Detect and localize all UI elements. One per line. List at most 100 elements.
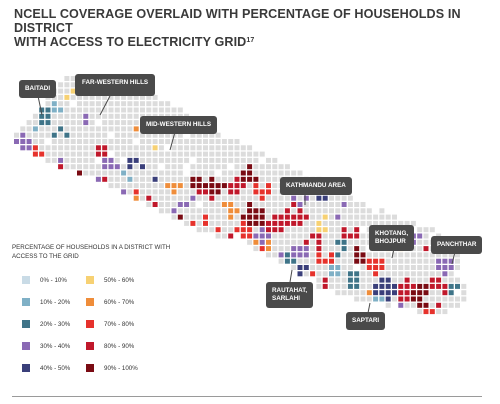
map-cell bbox=[165, 183, 171, 189]
map-cell bbox=[234, 145, 240, 151]
map-cell bbox=[291, 170, 297, 176]
map-cell bbox=[45, 151, 51, 157]
map-cell bbox=[303, 195, 309, 201]
map-cell bbox=[385, 258, 391, 264]
map-cell bbox=[354, 214, 360, 220]
map-cell bbox=[140, 151, 145, 157]
map-cell bbox=[51, 126, 57, 132]
map-cell bbox=[240, 157, 246, 163]
map-cell bbox=[272, 170, 278, 176]
map-cell bbox=[190, 202, 196, 207]
map-cell bbox=[247, 195, 253, 201]
map-cell bbox=[247, 227, 253, 233]
map-cell bbox=[45, 113, 51, 119]
map-cell bbox=[247, 202, 253, 207]
map-cell bbox=[133, 94, 139, 100]
map-cell bbox=[259, 195, 265, 201]
map-cell bbox=[410, 252, 416, 258]
map-cell bbox=[272, 189, 278, 195]
map-cell bbox=[240, 164, 246, 170]
map-cell bbox=[215, 151, 221, 157]
map-cell bbox=[303, 202, 309, 207]
map-cell bbox=[14, 139, 19, 144]
map-cell bbox=[341, 220, 347, 226]
map-cell bbox=[297, 195, 303, 201]
map-cell bbox=[234, 220, 240, 226]
map-cell bbox=[247, 183, 253, 189]
map-cell bbox=[184, 189, 190, 195]
map-cell bbox=[77, 120, 82, 126]
legend-item: 20% - 30% bbox=[22, 320, 70, 328]
map-cell bbox=[70, 132, 76, 138]
map-cell bbox=[392, 220, 397, 226]
map-cell bbox=[64, 76, 70, 81]
map-cell bbox=[89, 170, 95, 176]
map-cell bbox=[392, 258, 397, 264]
map-cell bbox=[70, 164, 76, 170]
map-cell bbox=[221, 164, 227, 170]
map-cell bbox=[196, 145, 202, 151]
map-cell bbox=[177, 183, 183, 189]
map-cell bbox=[146, 189, 152, 195]
map-cell bbox=[398, 220, 404, 226]
map-cell bbox=[284, 170, 290, 176]
map-cell bbox=[316, 227, 322, 233]
legend-label: 60% - 70% bbox=[104, 298, 135, 306]
map-cell bbox=[203, 227, 208, 233]
map-cell bbox=[423, 277, 429, 283]
map-cell bbox=[455, 296, 460, 302]
map-cell bbox=[316, 239, 322, 245]
map-cell bbox=[335, 252, 341, 258]
map-cell bbox=[32, 132, 38, 138]
map-cell bbox=[379, 208, 385, 214]
map-cell bbox=[297, 214, 303, 220]
legend-swatch bbox=[86, 276, 94, 284]
map-cell bbox=[429, 265, 435, 270]
map-cell bbox=[114, 132, 120, 138]
map-cell bbox=[335, 195, 341, 201]
map-cell bbox=[461, 283, 467, 289]
map-cell bbox=[291, 227, 297, 233]
map-cell bbox=[291, 265, 297, 270]
map-cell bbox=[203, 220, 208, 226]
map-cell bbox=[133, 189, 139, 195]
map-cell bbox=[423, 265, 429, 270]
map-cell bbox=[152, 145, 158, 151]
map-cell bbox=[404, 271, 410, 277]
map-cell bbox=[64, 88, 70, 94]
map-cell bbox=[316, 220, 322, 226]
map-cell bbox=[32, 120, 38, 126]
map-cell bbox=[58, 132, 64, 138]
map-cell bbox=[177, 170, 183, 176]
map-cell bbox=[322, 195, 328, 201]
map-cell bbox=[203, 202, 208, 207]
map-cell bbox=[253, 176, 259, 182]
map-cell bbox=[20, 145, 26, 151]
map-cell bbox=[127, 189, 133, 195]
map-cell bbox=[347, 283, 353, 289]
map-cell bbox=[329, 220, 334, 226]
map-cell bbox=[398, 258, 404, 264]
map-cell bbox=[360, 277, 366, 283]
map-cell bbox=[259, 233, 265, 239]
map-cell bbox=[102, 107, 108, 113]
map-cell bbox=[146, 145, 152, 151]
map-cell bbox=[190, 189, 196, 195]
map-cell bbox=[310, 220, 316, 226]
map-cell bbox=[329, 202, 334, 207]
map-cell bbox=[165, 189, 171, 195]
map-cell bbox=[177, 202, 183, 207]
map-cell bbox=[436, 296, 442, 302]
map-cell bbox=[196, 170, 202, 176]
map-cell bbox=[310, 271, 316, 277]
map-cell bbox=[259, 239, 265, 245]
map-cell bbox=[278, 220, 284, 226]
map-cell bbox=[95, 132, 101, 138]
map-cell bbox=[291, 202, 297, 207]
map-cell bbox=[64, 151, 70, 157]
map-cell bbox=[284, 202, 290, 207]
map-cell bbox=[221, 139, 227, 144]
map-cell bbox=[417, 283, 423, 289]
map-cell bbox=[379, 252, 385, 258]
map-cell bbox=[58, 82, 64, 88]
